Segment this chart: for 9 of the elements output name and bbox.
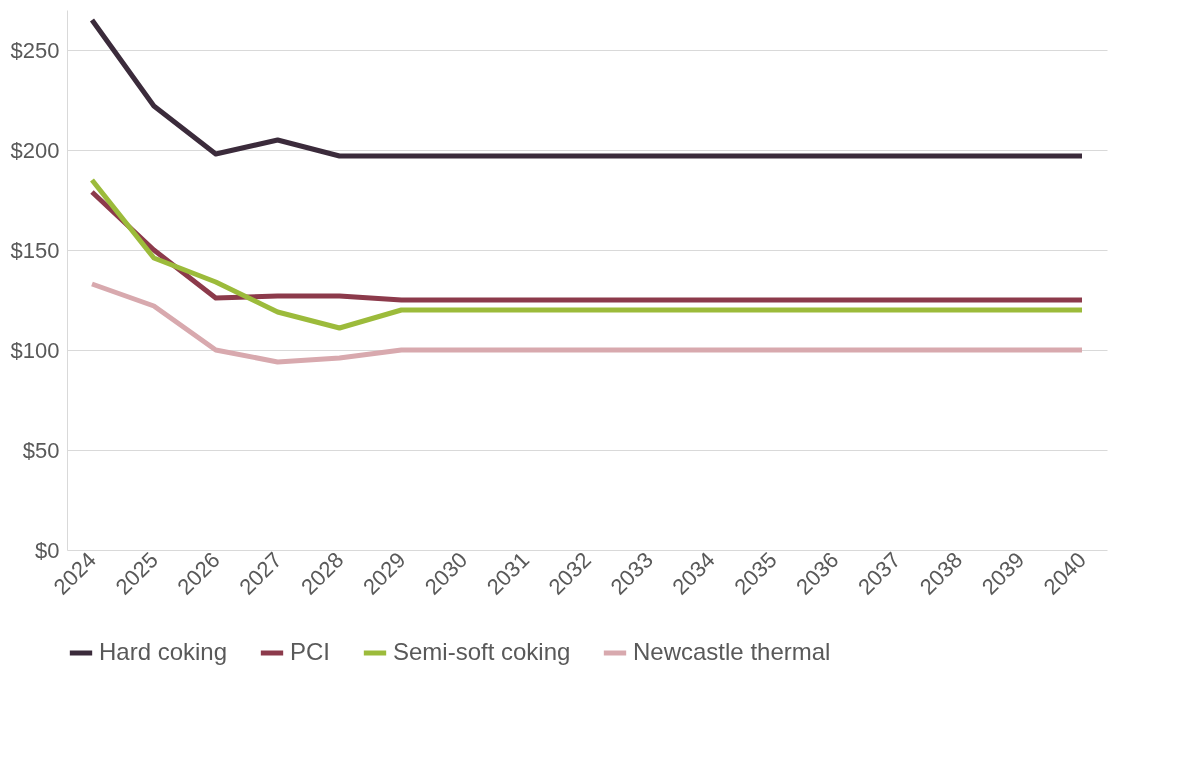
legend-label: PCI — [290, 638, 331, 665]
y-tick-label: $100 — [10, 337, 60, 363]
y-tick-label: $250 — [10, 37, 60, 63]
legend-label: Semi-soft coking — [393, 638, 571, 665]
y-tick-label: $150 — [10, 237, 60, 263]
legend-label: Hard coking — [99, 638, 228, 665]
y-tick-label: $200 — [10, 137, 60, 163]
y-tick-label: $50 — [22, 437, 60, 463]
legend-label: Newcastle thermal — [633, 638, 831, 665]
